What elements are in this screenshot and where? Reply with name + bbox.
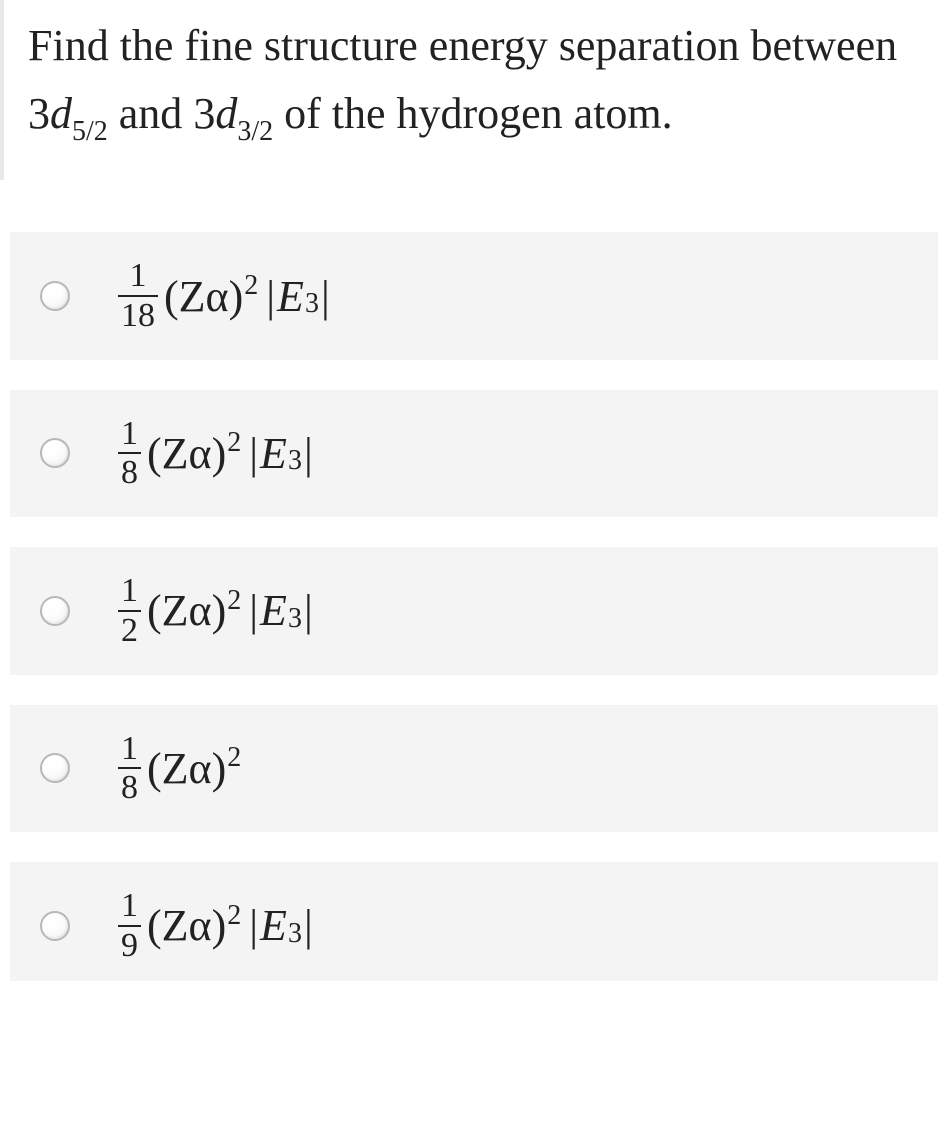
option-2-expr: 1 8 (Zα)2 |E3| <box>118 416 315 491</box>
power: 2 <box>227 427 241 459</box>
option-2[interactable]: 1 8 (Zα)2 |E3| <box>10 390 938 517</box>
abs-close: | <box>302 428 315 479</box>
denominator: 8 <box>118 452 141 491</box>
options-list: 1 18 (Zα)2 |E3| 1 8 (Zα)2 |E3| 1 2 (Z <box>0 232 948 981</box>
option-4-expr: 1 8 (Zα)2 <box>118 731 241 806</box>
option-4[interactable]: 1 8 (Zα)2 <box>10 705 938 832</box>
q-pre: Find the fine structure energy separatio… <box>28 21 897 70</box>
option-5-expr: 1 9 (Zα)2 |E3| <box>118 888 315 963</box>
fraction: 1 18 <box>118 258 158 333</box>
state2-orbital: d <box>215 89 237 138</box>
state2-n: 3 <box>193 89 215 138</box>
abs-close: | <box>319 271 332 322</box>
option-3[interactable]: 1 2 (Zα)2 |E3| <box>10 547 938 674</box>
denominator: 8 <box>118 767 141 806</box>
power: 2 <box>227 742 241 774</box>
radio-icon[interactable] <box>40 596 70 626</box>
denominator: 9 <box>118 925 141 964</box>
q-post: of the hydrogen atom. <box>273 89 673 138</box>
option-3-expr: 1 2 (Zα)2 |E3| <box>118 573 315 648</box>
numerator: 1 <box>118 731 141 768</box>
numerator: 1 <box>127 258 150 295</box>
option-1[interactable]: 1 18 (Zα)2 |E3| <box>10 232 938 359</box>
energy-sub: 3 <box>288 603 302 635</box>
power: 2 <box>227 585 241 617</box>
power: 2 <box>244 270 258 302</box>
za-term: (Zα) <box>147 585 226 636</box>
za-term: (Zα) <box>147 900 226 951</box>
energy-E: E <box>260 585 287 636</box>
abs-open: | <box>264 271 277 322</box>
fraction: 1 8 <box>118 731 141 806</box>
option-1-expr: 1 18 (Zα)2 |E3| <box>118 258 332 333</box>
abs-open: | <box>247 428 260 479</box>
energy-E: E <box>277 271 304 322</box>
radio-icon[interactable] <box>40 911 70 941</box>
abs-open: | <box>247 585 260 636</box>
radio-icon[interactable] <box>40 438 70 468</box>
q-mid: and <box>108 89 194 138</box>
denominator: 18 <box>118 295 158 334</box>
question-box: Find the fine structure energy separatio… <box>0 0 948 180</box>
fraction: 1 9 <box>118 888 141 963</box>
energy-E: E <box>260 900 287 951</box>
energy-sub: 3 <box>288 445 302 477</box>
numerator: 1 <box>118 416 141 453</box>
fraction: 1 8 <box>118 416 141 491</box>
radio-icon[interactable] <box>40 753 70 783</box>
abs-close: | <box>302 585 315 636</box>
abs-close: | <box>302 900 315 951</box>
abs-open: | <box>247 900 260 951</box>
energy-sub: 3 <box>305 288 319 320</box>
numerator: 1 <box>118 888 141 925</box>
numerator: 1 <box>118 573 141 610</box>
fraction: 1 2 <box>118 573 141 648</box>
denominator: 2 <box>118 610 141 649</box>
state1-n: 3 <box>28 89 50 138</box>
power: 2 <box>227 900 241 932</box>
state1-j: 5/2 <box>72 116 108 147</box>
state1-orbital: d <box>50 89 72 138</box>
za-term: (Zα) <box>147 743 226 794</box>
energy-sub: 3 <box>288 918 302 950</box>
radio-icon[interactable] <box>40 281 70 311</box>
za-term: (Zα) <box>164 271 243 322</box>
za-term: (Zα) <box>147 428 226 479</box>
option-5[interactable]: 1 9 (Zα)2 |E3| <box>10 862 938 981</box>
question-text: Find the fine structure energy separatio… <box>28 12 924 148</box>
energy-E: E <box>260 428 287 479</box>
state2-j: 3/2 <box>237 116 273 147</box>
